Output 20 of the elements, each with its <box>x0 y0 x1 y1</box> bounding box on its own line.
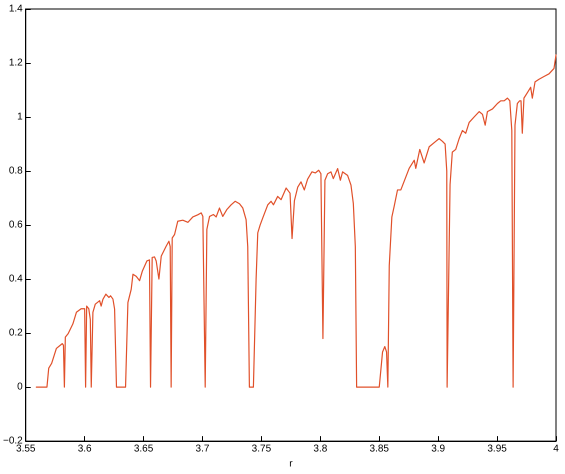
x-tick-label: 3.95 <box>487 444 508 455</box>
y-tick-label: 1.4 <box>8 4 24 14</box>
x-tick-label: 4 <box>553 444 560 455</box>
y-tick-label: 0.8 <box>8 166 24 177</box>
x-tick-label: 3.55 <box>16 444 36 455</box>
x-tick-label: 3.85 <box>370 444 390 455</box>
y-tick-label: 1 <box>17 112 24 123</box>
line-series <box>36 54 557 388</box>
y-tick-label: 0 <box>17 382 24 393</box>
x-tick-label: 3.6 <box>78 444 92 455</box>
x-axis-title: r <box>289 458 294 470</box>
x-tick-label: 3.65 <box>134 444 154 455</box>
x-tick-label: 3.7 <box>196 444 210 455</box>
y-tick-label: 0.4 <box>8 274 24 285</box>
y-tick-label: 1.2 <box>8 58 24 69</box>
y-tick-label: 0.2 <box>8 328 24 339</box>
x-tick-label: 3.75 <box>252 444 272 455</box>
y-tick-label: 0.6 <box>8 220 24 231</box>
x-tick-label: 3.8 <box>313 444 328 455</box>
x-tick-label: 3.9 <box>431 444 446 455</box>
